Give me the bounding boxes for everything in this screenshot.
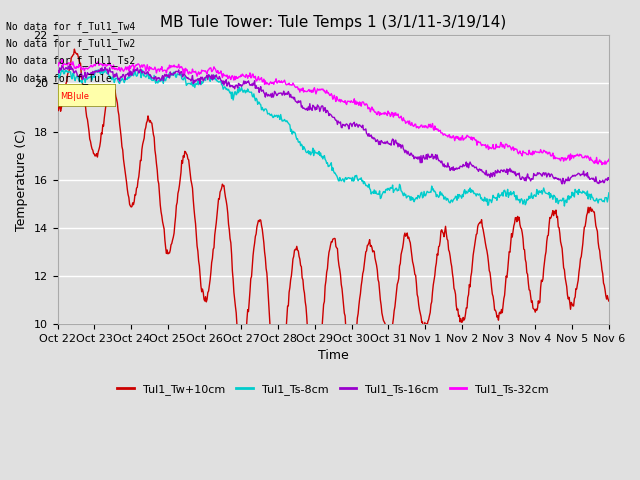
Text: No data for f_Tule: No data for f_Tule (6, 72, 112, 84)
Text: No data for f_Tul1_Tw4: No data for f_Tul1_Tw4 (6, 21, 136, 32)
Text: No data for f_Tul1_Ts2: No data for f_Tul1_Ts2 (6, 55, 136, 66)
Title: MB Tule Tower: Tule Temps 1 (3/1/11-3/19/14): MB Tule Tower: Tule Temps 1 (3/1/11-3/19… (160, 15, 506, 30)
Legend: Tul1_Tw+10cm, Tul1_Ts-8cm, Tul1_Ts-16cm, Tul1_Ts-32cm: Tul1_Tw+10cm, Tul1_Ts-8cm, Tul1_Ts-16cm,… (113, 379, 554, 399)
Y-axis label: Temperature (C): Temperature (C) (15, 129, 28, 230)
X-axis label: Time: Time (318, 349, 349, 362)
Text: No data for f_Tul1_Tw2: No data for f_Tul1_Tw2 (6, 38, 136, 49)
Text: MB|ule: MB|ule (60, 92, 90, 101)
